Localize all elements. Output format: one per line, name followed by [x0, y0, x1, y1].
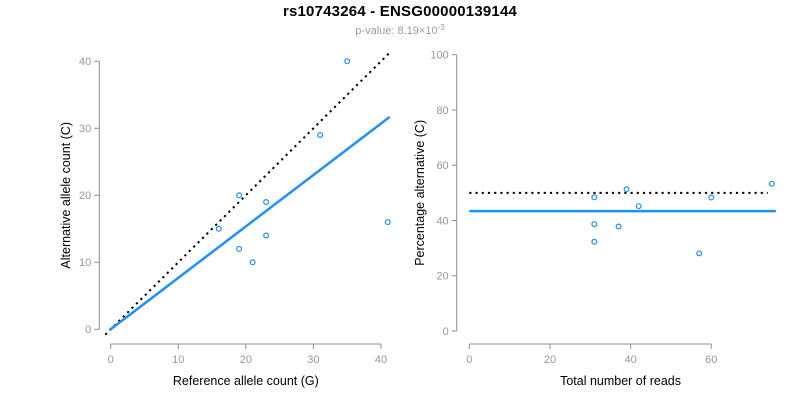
x-tick-label: 30	[307, 354, 319, 366]
figure-subtitle: p-value: 8.19×10-3	[0, 23, 800, 37]
y-tick-label: 0	[85, 324, 91, 336]
y-tick-label: 20	[436, 271, 448, 283]
x-tick-label: 60	[705, 354, 717, 366]
y-tick-label: 40	[79, 56, 91, 68]
data-point	[344, 58, 351, 65]
data-point	[215, 225, 222, 232]
y-tick-label: 30	[79, 123, 91, 135]
data-point	[591, 221, 598, 228]
figure-title: rs10743264 - ENSG00000139144	[282, 3, 518, 20]
y-tick-label: 80	[436, 105, 448, 117]
data-point	[635, 203, 642, 210]
data-point	[768, 180, 775, 187]
x-tick-label: 0	[108, 354, 114, 366]
percentage-alternative-scatter: 0 20 40 60 0 20 40 60 80 100 Total number of reads…	[413, 50, 776, 388]
data-point	[708, 194, 715, 201]
y-tick-label: 10	[79, 257, 91, 269]
data-point	[263, 232, 270, 239]
data-point	[384, 219, 391, 226]
x-tick-label: 10	[172, 354, 184, 366]
x-tick-label: 20	[544, 354, 556, 366]
y-tick-label: 20	[79, 190, 91, 202]
fitted-proportion-line	[108, 115, 391, 332]
x-axis-title: Total number of reads	[560, 374, 681, 388]
identity-reference-line	[104, 51, 391, 336]
p-value-text: p-value: 8.19×10	[355, 25, 438, 37]
y-tick-label: 60	[436, 160, 448, 172]
y-tick-label: 0	[443, 326, 449, 338]
data-point	[696, 250, 703, 257]
data-point	[591, 194, 598, 201]
allele-count-scatter: 0 10 20 30 40 0 10 20 30 40 Reference allele count…	[59, 51, 391, 388]
p-value-exponent: -3	[437, 23, 445, 32]
data-point	[249, 259, 256, 266]
y-tick-label: 100	[430, 50, 448, 62]
data-point	[623, 186, 630, 193]
y-tick-label: 40	[436, 215, 448, 227]
data-point	[615, 223, 622, 230]
y-axis-title: Alternative allele count (C)	[59, 122, 73, 269]
data-point	[317, 132, 324, 139]
data-point	[263, 199, 270, 206]
x-tick-label: 20	[240, 354, 252, 366]
data-point	[236, 192, 243, 199]
x-tick-label: 40	[375, 354, 387, 366]
data-point	[236, 245, 243, 252]
x-tick-label: 0	[466, 354, 472, 366]
y-axis-title: Percentage alternative (C)	[413, 120, 427, 266]
x-axis-title: Reference allele count (G)	[173, 374, 319, 388]
x-tick-label: 40	[624, 354, 636, 366]
data-point	[591, 238, 598, 245]
